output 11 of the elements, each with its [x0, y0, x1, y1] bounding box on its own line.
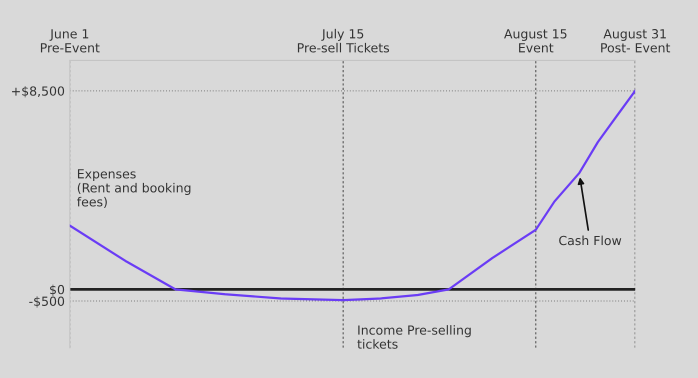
series-label: Cash Flow — [559, 236, 622, 246]
x-tick-label: August 31 Post- Event — [601, 29, 670, 53]
annotation: Expenses (Rent and booking fees) — [77, 169, 190, 208]
y-tick-label: -$500 — [29, 296, 64, 308]
line-series — [70, 90, 636, 302]
x-tick-label: June 1 Pre-Event — [40, 29, 100, 53]
annotation: Income Pre-selling tickets — [357, 325, 471, 349]
y-tick-label: $0 — [50, 284, 64, 296]
x-tick-label: July 15 Pre-sell Tickets — [298, 28, 390, 53]
x-tick-label: August 15 Event — [504, 29, 566, 53]
y-tick-label: +$8,500 — [12, 86, 64, 98]
